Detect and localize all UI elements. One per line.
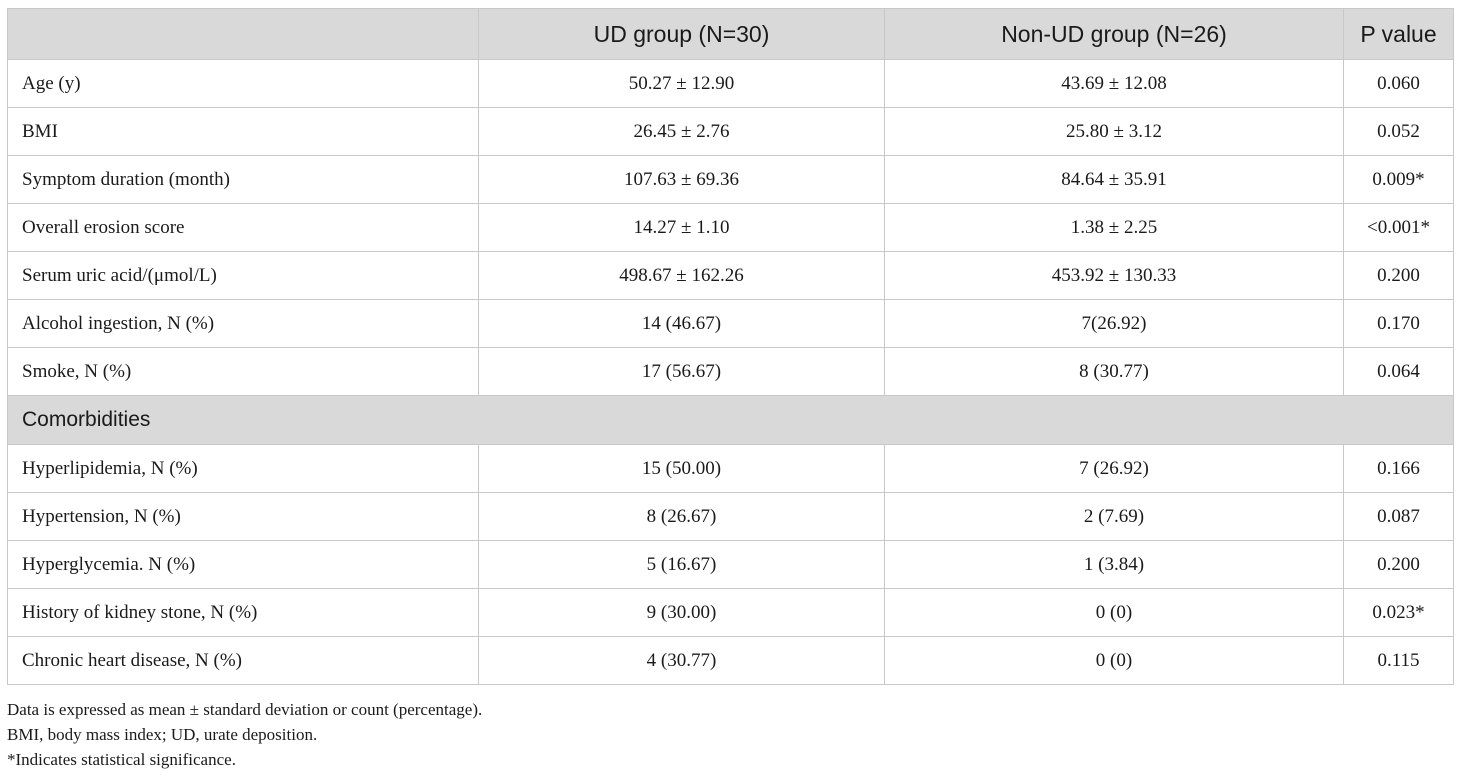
section-label: Comorbidities — [7, 395, 1454, 445]
ud-value: 4 (30.77) — [478, 636, 885, 685]
non-ud-value: 25.80 ± 3.12 — [884, 107, 1344, 156]
non-ud-value: 43.69 ± 12.08 — [884, 59, 1344, 108]
row-label: Alcohol ingestion, N (%) — [7, 299, 479, 348]
header-cell-ud-group: UD group (N=30) — [478, 8, 885, 60]
p-value: 0.060 — [1343, 59, 1454, 108]
non-ud-value: 8 (30.77) — [884, 347, 1344, 396]
header-cell-non-ud-group: Non-UD group (N=26) — [884, 8, 1344, 60]
row-label: Hypertension, N (%) — [7, 492, 479, 541]
footnote-significance: *Indicates statistical significance. — [7, 750, 236, 769]
table-row: Chronic heart disease, N (%) 4 (30.77) 0… — [7, 636, 1454, 685]
non-ud-value: 0 (0) — [884, 588, 1344, 637]
table-row: Serum uric acid/(μmol/L) 498.67 ± 162.26… — [7, 251, 1454, 300]
p-value: 0.052 — [1343, 107, 1454, 156]
non-ud-value: 453.92 ± 130.33 — [884, 251, 1344, 300]
table-row: Hypertension, N (%) 8 (26.67) 2 (7.69) 0… — [7, 492, 1454, 541]
non-ud-value: 1.38 ± 2.25 — [884, 203, 1344, 252]
row-label: Chronic heart disease, N (%) — [7, 636, 479, 685]
ud-value: 14 (46.67) — [478, 299, 885, 348]
row-label: Age (y) — [7, 59, 479, 108]
non-ud-value: 0 (0) — [884, 636, 1344, 685]
ud-value: 50.27 ± 12.90 — [478, 59, 885, 108]
footnote-data-expression: Data is expressed as mean ± standard dev… — [7, 700, 483, 719]
table-footnotes: Data is expressed as mean ± standard dev… — [7, 697, 482, 772]
p-value: 0.200 — [1343, 251, 1454, 300]
table-row: BMI 26.45 ± 2.76 25.80 ± 3.12 0.052 — [7, 107, 1454, 156]
row-label: Hyperlipidemia, N (%) — [7, 444, 479, 493]
row-label: Serum uric acid/(μmol/L) — [7, 251, 479, 300]
row-label: BMI — [7, 107, 479, 156]
table-row: Overall erosion score 14.27 ± 1.10 1.38 … — [7, 203, 1454, 252]
ud-value: 15 (50.00) — [478, 444, 885, 493]
section-row-comorbidities: Comorbidities — [7, 395, 1454, 445]
p-value: 0.166 — [1343, 444, 1454, 493]
p-value: 0.064 — [1343, 347, 1454, 396]
ud-value: 8 (26.67) — [478, 492, 885, 541]
footnote-abbreviations: BMI, body mass index; UD, urate depositi… — [7, 725, 318, 744]
table-row: Age (y) 50.27 ± 12.90 43.69 ± 12.08 0.06… — [7, 59, 1454, 108]
table-row: Hyperglycemia. N (%) 5 (16.67) 1 (3.84) … — [7, 540, 1454, 589]
p-value: <0.001* — [1343, 203, 1454, 252]
table-row: Alcohol ingestion, N (%) 14 (46.67) 7(26… — [7, 299, 1454, 348]
row-label: History of kidney stone, N (%) — [7, 588, 479, 637]
row-label: Smoke, N (%) — [7, 347, 479, 396]
p-value: 0.087 — [1343, 492, 1454, 541]
header-cell-label — [7, 8, 479, 60]
header-row: UD group (N=30) Non-UD group (N=26) P va… — [7, 8, 1454, 60]
p-value: 0.170 — [1343, 299, 1454, 348]
non-ud-value: 7 (26.92) — [884, 444, 1344, 493]
table-body: Age (y) 50.27 ± 12.90 43.69 ± 12.08 0.06… — [7, 59, 1454, 685]
p-value: 0.023* — [1343, 588, 1454, 637]
row-label: Hyperglycemia. N (%) — [7, 540, 479, 589]
ud-value: 17 (56.67) — [478, 347, 885, 396]
data-table: UD group (N=30) Non-UD group (N=26) P va… — [7, 8, 1454, 685]
non-ud-value: 84.64 ± 35.91 — [884, 155, 1344, 204]
non-ud-value: 1 (3.84) — [884, 540, 1344, 589]
row-label: Overall erosion score — [7, 203, 479, 252]
ud-value: 14.27 ± 1.10 — [478, 203, 885, 252]
non-ud-value: 7(26.92) — [884, 299, 1344, 348]
non-ud-value: 2 (7.69) — [884, 492, 1344, 541]
ud-value: 26.45 ± 2.76 — [478, 107, 885, 156]
p-value: 0.200 — [1343, 540, 1454, 589]
row-label: Symptom duration (month) — [7, 155, 479, 204]
ud-value: 9 (30.00) — [478, 588, 885, 637]
p-value: 0.009* — [1343, 155, 1454, 204]
table-row: Smoke, N (%) 17 (56.67) 8 (30.77) 0.064 — [7, 347, 1454, 396]
ud-value: 498.67 ± 162.26 — [478, 251, 885, 300]
table-row: History of kidney stone, N (%) 9 (30.00)… — [7, 588, 1454, 637]
ud-value: 5 (16.67) — [478, 540, 885, 589]
ud-value: 107.63 ± 69.36 — [478, 155, 885, 204]
table-row: Hyperlipidemia, N (%) 15 (50.00) 7 (26.9… — [7, 444, 1454, 493]
table-row: Symptom duration (month) 107.63 ± 69.36 … — [7, 155, 1454, 204]
table-header: UD group (N=30) Non-UD group (N=26) P va… — [7, 8, 1454, 60]
header-cell-p-value: P value — [1343, 8, 1454, 60]
p-value: 0.115 — [1343, 636, 1454, 685]
